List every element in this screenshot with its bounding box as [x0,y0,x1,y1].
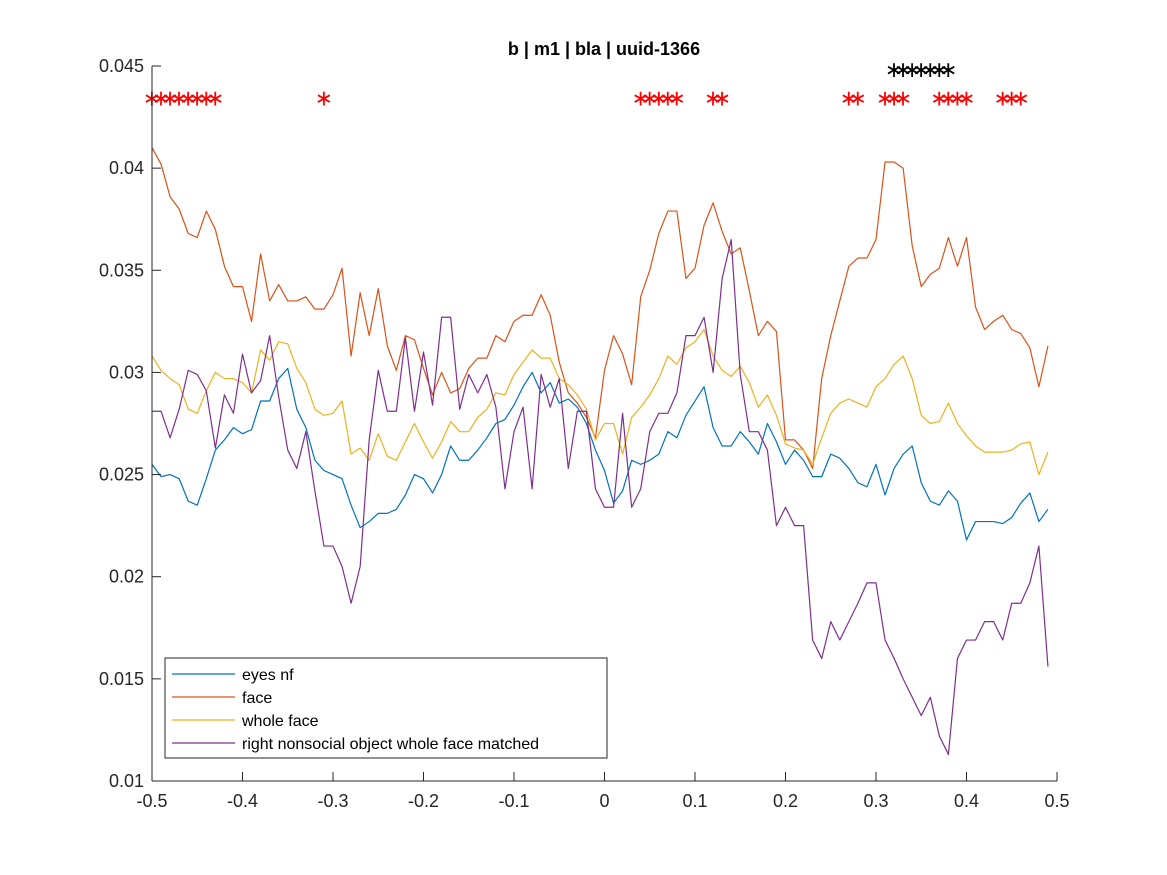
significance-marker-2-5: ∗ [921,57,939,82]
legend-label: right nonsocial object whole face matche… [242,736,539,753]
significance-marker-1-23: ∗ [939,86,957,111]
series-line-1 [151,367,1049,541]
significance-marker-1-19: ∗ [876,86,894,111]
significance-marker-1-26: ∗ [993,86,1011,111]
significance-marker-1-20: ∗ [885,86,903,111]
significance-marker-2-1: ∗ [885,57,903,82]
significance-marker-1-15: ∗ [704,86,722,111]
significance-markers: ∗∗∗∗∗∗∗∗ ∗ ∗∗∗∗∗ ∗∗ ∗∗ ∗∗∗ ∗∗∗∗ ∗∗∗∗∗∗∗∗∗∗ [143,57,1030,111]
series-layer [151,147,1049,756]
significance-marker-1-14: ∗ [668,86,686,111]
significance-marker-1-24: ∗ [948,86,966,111]
significance-marker-1-6: ∗ [188,86,206,111]
significance-marker-2-7: ∗ [939,57,957,82]
y-tick-label: 0.025 [99,465,144,485]
significance-marker-1-21: ∗ [894,86,912,111]
significance-marker-1-8: ∗ [206,86,224,111]
y-tick-label: 0.02 [109,567,144,587]
legend-label: eyes nf [242,667,294,684]
y-tick-label: 0.04 [109,158,144,178]
legend-box [164,657,608,759]
significance-marker-1-16: ∗ [713,86,731,111]
x-tick-label: -0.3 [317,791,348,811]
significance-marker-2-4: ∗ [912,57,930,82]
x-tick-label: 0.3 [863,791,888,811]
significance-marker-1-27: ∗ [1003,86,1021,111]
significance-marker-1-3: ∗ [161,86,179,111]
significance-marker-1-9: ∗ [315,86,333,111]
significance-marker-1-13: ∗ [659,86,677,111]
x-tick-label: 0.5 [1044,791,1069,811]
significance-marker-1-11: ∗ [641,86,659,111]
significance-marker-1-25: ∗ [957,86,975,111]
significance-marker-1-18: ∗ [849,86,867,111]
significance-marker-2-6: ∗ [930,57,948,82]
y-tick-label: 0.015 [99,669,144,689]
axes: -0.5 -0.4 -0.3 -0.2 -0.1 0 0.1 0.2 0.3 0.4 0.5 0.01… [99,56,1070,811]
series-line-2 [151,147,1049,470]
significance-marker-2-3: ∗ [903,57,921,82]
significance-marker-1-2: ∗ [152,86,170,111]
x-tick-label: 0.4 [954,791,979,811]
significance-marker-1-5: ∗ [179,86,197,111]
significance-marker-1-4: ∗ [170,86,188,111]
significance-marker-1-10: ∗ [631,86,649,111]
legend-label: whole face [241,713,319,730]
significance-marker-1-17: ∗ [840,86,858,111]
significance-marker-1-7: ∗ [197,86,215,111]
significance-marker-1-12: ∗ [650,86,668,111]
y-tick-label: 0.045 [99,56,144,76]
x-tick-label: -0.2 [408,791,439,811]
legend: eyes nf face whole face right nonsocial obj… [164,657,608,759]
significance-marker-1-22: ∗ [930,86,948,111]
series-line-3 [151,328,1049,476]
y-tick-label: 0.03 [109,362,144,382]
x-tick-label: -0.1 [498,791,529,811]
legend-label: face [242,690,272,707]
x-tick-label: -0.4 [227,791,258,811]
x-tick-label: -0.5 [136,791,167,811]
chart-title: b | m1 | bla | uuid-1366 [508,39,700,59]
x-tick-label: 0.1 [682,791,707,811]
y-tick-label: 0.035 [99,260,144,280]
significance-marker-1-28: ∗ [1012,86,1030,111]
y-tick-label: 0.01 [109,771,144,791]
significance-marker-2-2: ∗ [894,57,912,82]
x-tick-label: 0 [599,791,609,811]
x-tick-label: 0.2 [773,791,798,811]
series-line-4 [152,239,1049,756]
